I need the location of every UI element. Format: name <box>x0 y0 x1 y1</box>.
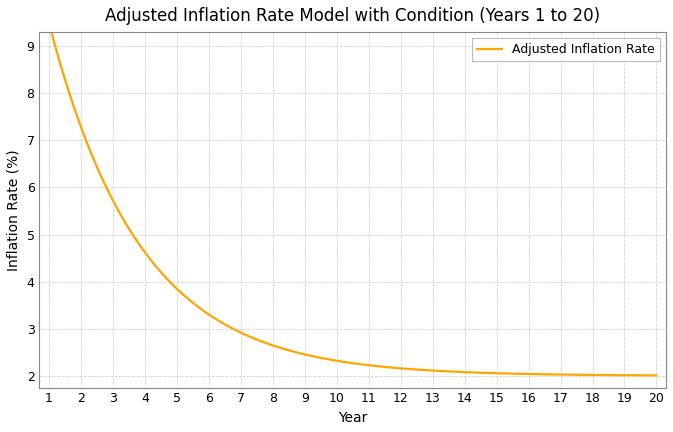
Adjusted Inflation Rate <box>312 354 320 359</box>
Adjusted Inflation Rate <box>462 370 470 375</box>
Title: Adjusted Inflation Rate Model with Condition (Years 1 to 20): Adjusted Inflation Rate Model with Condi… <box>105 7 600 25</box>
X-axis label: Year: Year <box>338 411 367 425</box>
Adjusted Inflation Rate <box>519 371 527 376</box>
Adjusted Inflation Rate <box>107 194 115 199</box>
Legend: Adjusted Inflation Rate: Adjusted Inflation Rate <box>472 38 660 61</box>
Adjusted Inflation Rate <box>45 20 53 25</box>
Adjusted Inflation Rate <box>652 373 660 378</box>
Y-axis label: Inflation Rate (%): Inflation Rate (%) <box>7 149 21 271</box>
Line: Adjusted Inflation Rate: Adjusted Inflation Rate <box>49 22 656 375</box>
Adjusted Inflation Rate <box>291 349 299 355</box>
Adjusted Inflation Rate <box>530 372 538 377</box>
